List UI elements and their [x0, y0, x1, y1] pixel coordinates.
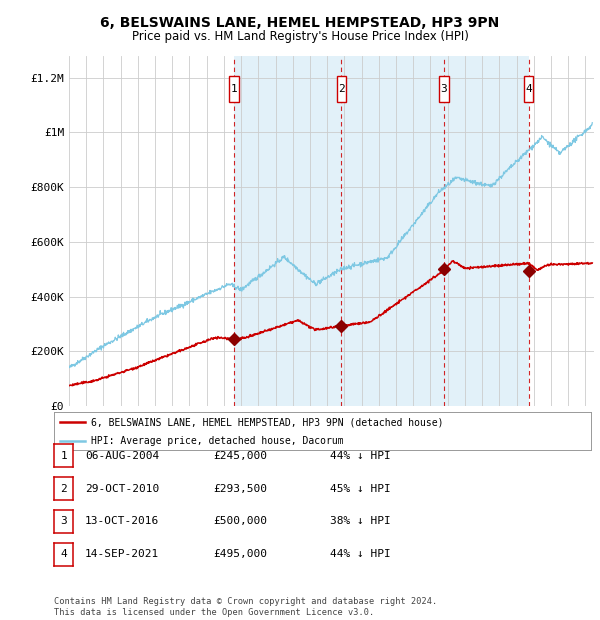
Text: 44% ↓ HPI: 44% ↓ HPI — [330, 549, 391, 559]
Text: 4: 4 — [525, 84, 532, 94]
Text: 44% ↓ HPI: 44% ↓ HPI — [330, 451, 391, 461]
Text: 4: 4 — [60, 549, 67, 559]
Text: Price paid vs. HM Land Registry's House Price Index (HPI): Price paid vs. HM Land Registry's House … — [131, 30, 469, 43]
Text: 3: 3 — [440, 84, 448, 94]
Text: 2: 2 — [60, 484, 67, 494]
Text: £495,000: £495,000 — [213, 549, 267, 559]
FancyBboxPatch shape — [524, 76, 533, 102]
Text: £500,000: £500,000 — [213, 516, 267, 526]
Text: 1: 1 — [231, 84, 238, 94]
Text: 6, BELSWAINS LANE, HEMEL HEMPSTEAD, HP3 9PN (detached house): 6, BELSWAINS LANE, HEMEL HEMPSTEAD, HP3 … — [91, 417, 443, 427]
Text: 6, BELSWAINS LANE, HEMEL HEMPSTEAD, HP3 9PN: 6, BELSWAINS LANE, HEMEL HEMPSTEAD, HP3 … — [100, 16, 500, 30]
Text: 13-OCT-2016: 13-OCT-2016 — [85, 516, 160, 526]
Text: 38% ↓ HPI: 38% ↓ HPI — [330, 516, 391, 526]
Text: 1: 1 — [60, 451, 67, 461]
Text: HPI: Average price, detached house, Dacorum: HPI: Average price, detached house, Daco… — [91, 436, 343, 446]
Text: Contains HM Land Registry data © Crown copyright and database right 2024.
This d: Contains HM Land Registry data © Crown c… — [54, 598, 437, 617]
Text: £245,000: £245,000 — [213, 451, 267, 461]
Bar — [341, 56, 444, 406]
FancyBboxPatch shape — [229, 76, 239, 102]
FancyBboxPatch shape — [337, 76, 346, 102]
Text: 29-OCT-2010: 29-OCT-2010 — [85, 484, 160, 494]
Text: £293,500: £293,500 — [213, 484, 267, 494]
FancyBboxPatch shape — [439, 76, 449, 102]
Bar — [234, 56, 341, 406]
Text: 06-AUG-2004: 06-AUG-2004 — [85, 451, 160, 461]
Text: 14-SEP-2021: 14-SEP-2021 — [85, 549, 160, 559]
Bar — [444, 56, 529, 406]
Text: 45% ↓ HPI: 45% ↓ HPI — [330, 484, 391, 494]
Text: 3: 3 — [60, 516, 67, 526]
Text: 2: 2 — [338, 84, 345, 94]
